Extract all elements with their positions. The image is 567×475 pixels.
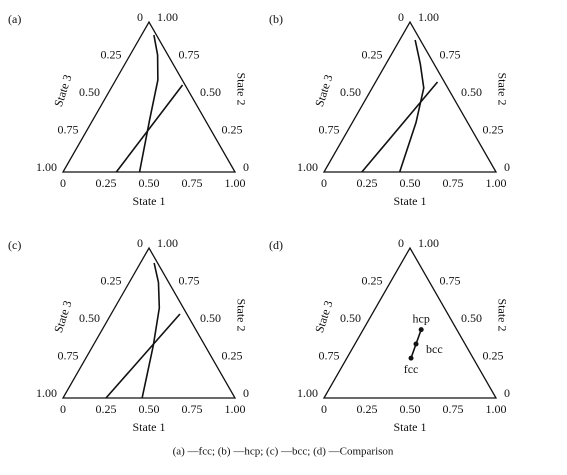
y-tick-label: 0 xyxy=(398,236,404,250)
y2-tick-label: 1.00 xyxy=(418,236,439,250)
caption: (a) —fcc; (b) —hcp; (c) —bcc; (d) —Compa… xyxy=(173,446,394,458)
panel-label: (d) xyxy=(269,238,283,252)
y-tick-label: 0.50 xyxy=(340,85,361,99)
triangle-frame xyxy=(61,20,237,173)
y-tick-label: 0.25 xyxy=(362,47,383,61)
y-tick-label: 0.75 xyxy=(58,122,79,136)
y-tick-label: 0 xyxy=(137,236,143,250)
y2-tick-label: 0.25 xyxy=(483,122,504,136)
x-tick-label: 0.25 xyxy=(357,176,378,190)
y2-tick-label: 1.00 xyxy=(157,236,178,250)
panel-label: (c) xyxy=(8,238,21,252)
x-tick-label: 0.25 xyxy=(357,402,378,416)
y2-tick-label: 0.75 xyxy=(440,273,461,287)
y2-tick-label: 0.75 xyxy=(179,273,200,287)
axis-title: State 2 xyxy=(234,299,248,332)
y-tick-label: 0.25 xyxy=(362,273,383,287)
point xyxy=(408,355,414,361)
y2-tick-label: 0 xyxy=(504,386,510,400)
x-tick-label: 1.00 xyxy=(486,176,507,190)
axis-title: State 1 xyxy=(394,420,427,434)
y-tick-label: 0.50 xyxy=(79,311,100,325)
y2-tick-label: 0.50 xyxy=(200,311,221,325)
x-tick-label: 1.00 xyxy=(225,402,246,416)
y2-tick-label: 0.50 xyxy=(200,85,221,99)
axis-title: State 2 xyxy=(495,299,509,332)
point-label: hcp xyxy=(413,311,430,325)
x-tick-label: 0 xyxy=(60,176,66,190)
x-tick-label: 0.25 xyxy=(96,402,117,416)
triangle-frame xyxy=(61,246,237,399)
point xyxy=(418,327,424,333)
point xyxy=(413,341,419,347)
triangle-frame xyxy=(322,20,498,173)
axis-title: State 3 xyxy=(51,73,75,109)
x-tick-label: 1.00 xyxy=(225,176,246,190)
x-tick-label: 0 xyxy=(321,176,327,190)
x-tick-label: 0.25 xyxy=(96,176,117,190)
point-label: fcc xyxy=(404,362,419,376)
x-tick-label: 0.50 xyxy=(400,176,421,190)
y-tick-label: 1.00 xyxy=(297,160,318,174)
curve xyxy=(398,39,425,173)
x-tick-label: 0.50 xyxy=(139,402,160,416)
x-tick-label: 0.50 xyxy=(139,176,160,190)
y2-tick-label: 0.75 xyxy=(179,47,200,61)
axis-title: State 2 xyxy=(234,73,248,106)
x-tick-label: 0 xyxy=(60,402,66,416)
y2-tick-label: 0.75 xyxy=(440,47,461,61)
axis-title: State 1 xyxy=(394,194,427,208)
x-tick-label: 0.75 xyxy=(182,176,203,190)
y-tick-label: 0 xyxy=(137,10,143,24)
y2-tick-label: 1.00 xyxy=(157,10,178,24)
triangle-frame xyxy=(322,246,498,399)
y2-tick-label: 1.00 xyxy=(418,10,439,24)
axis-title: State 1 xyxy=(133,420,166,434)
y2-tick-label: 0.25 xyxy=(222,348,243,362)
y2-tick-label: 0 xyxy=(243,160,249,174)
curve xyxy=(115,84,184,173)
y-tick-label: 0.25 xyxy=(101,47,122,61)
y2-tick-label: 0.25 xyxy=(483,348,504,362)
y-tick-label: 0.75 xyxy=(58,348,79,362)
y2-tick-label: 0 xyxy=(504,160,510,174)
panel-label: (b) xyxy=(269,12,283,26)
x-tick-label: 0.75 xyxy=(182,402,203,416)
curve xyxy=(361,81,439,173)
y-tick-label: 1.00 xyxy=(36,386,57,400)
axis-title: State 1 xyxy=(133,194,166,208)
y-tick-label: 0.50 xyxy=(340,311,361,325)
x-tick-label: 0.50 xyxy=(400,402,421,416)
curve xyxy=(105,313,181,399)
y-tick-label: 0.50 xyxy=(79,85,100,99)
y2-tick-label: 0.50 xyxy=(461,85,482,99)
axis-title: State 3 xyxy=(312,73,336,109)
axis-title: State 2 xyxy=(495,73,509,106)
y2-tick-label: 0.50 xyxy=(461,311,482,325)
y-tick-label: 0.75 xyxy=(319,122,340,136)
y2-tick-label: 0.25 xyxy=(222,122,243,136)
axis-title: State 3 xyxy=(51,299,75,335)
y-tick-label: 0.75 xyxy=(319,348,340,362)
x-tick-label: 0.75 xyxy=(443,176,464,190)
y2-tick-label: 0 xyxy=(243,386,249,400)
y-tick-label: 0.25 xyxy=(101,273,122,287)
x-tick-label: 0.75 xyxy=(443,402,464,416)
y-tick-label: 1.00 xyxy=(297,386,318,400)
x-tick-label: 1.00 xyxy=(486,402,507,416)
panel-label: (a) xyxy=(8,12,21,26)
curve xyxy=(138,34,159,173)
x-tick-label: 0 xyxy=(321,402,327,416)
point-label: bcc xyxy=(426,342,443,356)
curve xyxy=(141,262,161,399)
y-tick-label: 1.00 xyxy=(36,160,57,174)
axis-title: State 3 xyxy=(312,299,336,335)
y-tick-label: 0 xyxy=(398,10,404,24)
